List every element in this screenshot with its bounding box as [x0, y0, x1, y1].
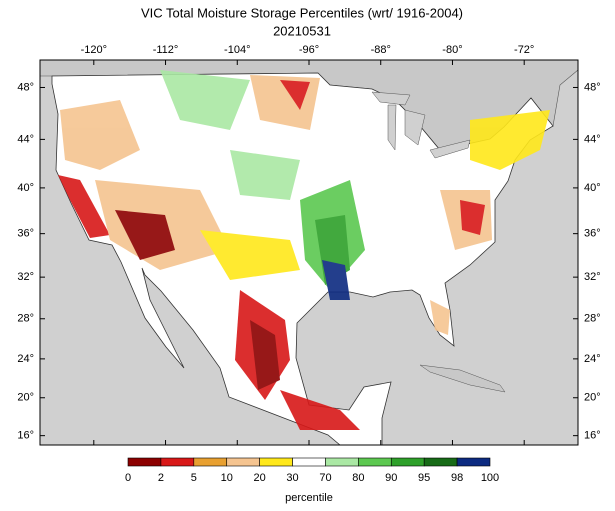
map-title: VIC Total Moisture Storage Percentiles (…: [141, 5, 463, 20]
colorbar-swatch: [259, 457, 293, 467]
lat-tick-label: 32°: [584, 271, 601, 283]
colorbar-tick-label: 98: [451, 472, 463, 484]
lat-tick-label: 20°: [584, 392, 601, 404]
moisture-region: [280, 80, 310, 110]
moisture-region: [200, 230, 300, 280]
colorbar-swatch: [325, 457, 359, 467]
colorbar-swatch: [226, 457, 260, 467]
lat-tick-label: 28°: [17, 313, 34, 325]
lat-tick-label: 48°: [584, 81, 601, 93]
lon-tick-label: -88°: [371, 44, 391, 56]
lon-tick-label: -120°: [81, 44, 107, 56]
moisture-region: [322, 260, 350, 300]
colorbar-swatch: [358, 457, 392, 467]
moisture-region: [60, 100, 140, 170]
colorbar-swatch: [127, 457, 162, 467]
colorbar-tick-label: 5: [191, 472, 197, 484]
moisture-region: [160, 70, 250, 130]
map-subtitle: 20210531: [273, 23, 331, 38]
lat-tick-label: 32°: [17, 271, 34, 283]
moisture-region: [460, 200, 485, 235]
lon-tick-label: -80°: [442, 44, 462, 56]
lat-tick-label: 40°: [17, 182, 34, 194]
colorbar-tick-label: 2: [158, 472, 164, 484]
lat-tick-label: 36°: [17, 228, 34, 240]
cuba: [419, 364, 506, 393]
lat-tick-label: 24°: [584, 353, 601, 365]
colorbar-tick-label: 95: [418, 472, 430, 484]
lon-tick-label: -112°: [153, 44, 179, 56]
colorbar-swatch: [423, 457, 458, 467]
moisture-region: [250, 320, 280, 390]
lat-tick-label: 44°: [17, 133, 34, 145]
colorbar-tick-label: 70: [319, 472, 331, 484]
colorbar-swatch: [292, 457, 326, 467]
lat-tick-label: 28°: [584, 313, 601, 325]
lakes: [371, 91, 471, 159]
colorbar-tick-label: 80: [352, 472, 364, 484]
colorbar-label: percentile: [285, 492, 333, 504]
lat-tick-label: 44°: [584, 133, 601, 145]
lat-tick-label: 48°: [17, 81, 34, 93]
colorbar-tick-label: 30: [286, 472, 298, 484]
colorbar-tick-label: 10: [221, 472, 233, 484]
colorbar-tick-label: 0: [125, 472, 131, 484]
moisture-region: [230, 150, 300, 200]
moisture-region: [280, 390, 360, 430]
lon-tick-label: -72°: [514, 44, 534, 56]
lat-tick-label: 16°: [17, 430, 34, 442]
colorbar-swatch: [160, 457, 195, 467]
map-area: [40, 60, 578, 445]
lon-tick-label: -104°: [224, 44, 250, 56]
lat-tick-label: 16°: [584, 430, 601, 442]
colorbar-swatch: [456, 457, 491, 467]
colorbar-tick-label: 90: [385, 472, 397, 484]
colorbar-tick-label: 20: [254, 472, 266, 484]
colorbar-swatch: [193, 457, 228, 467]
colorbar-swatch: [390, 457, 425, 467]
us-mexico-land: [51, 72, 554, 445]
lat-tick-label: 40°: [584, 182, 601, 194]
moisture-fill: [58, 70, 550, 430]
lon-tick-label: -96°: [299, 44, 319, 56]
lat-tick-label: 24°: [17, 353, 34, 365]
moisture-region: [58, 175, 110, 238]
moisture-region: [470, 110, 550, 170]
moisture-region: [430, 300, 450, 335]
lat-tick-label: 20°: [17, 392, 34, 404]
moisture-region: [115, 210, 175, 260]
lat-tick-label: 36°: [584, 228, 601, 240]
colorbar-tick-label: 100: [481, 472, 499, 484]
